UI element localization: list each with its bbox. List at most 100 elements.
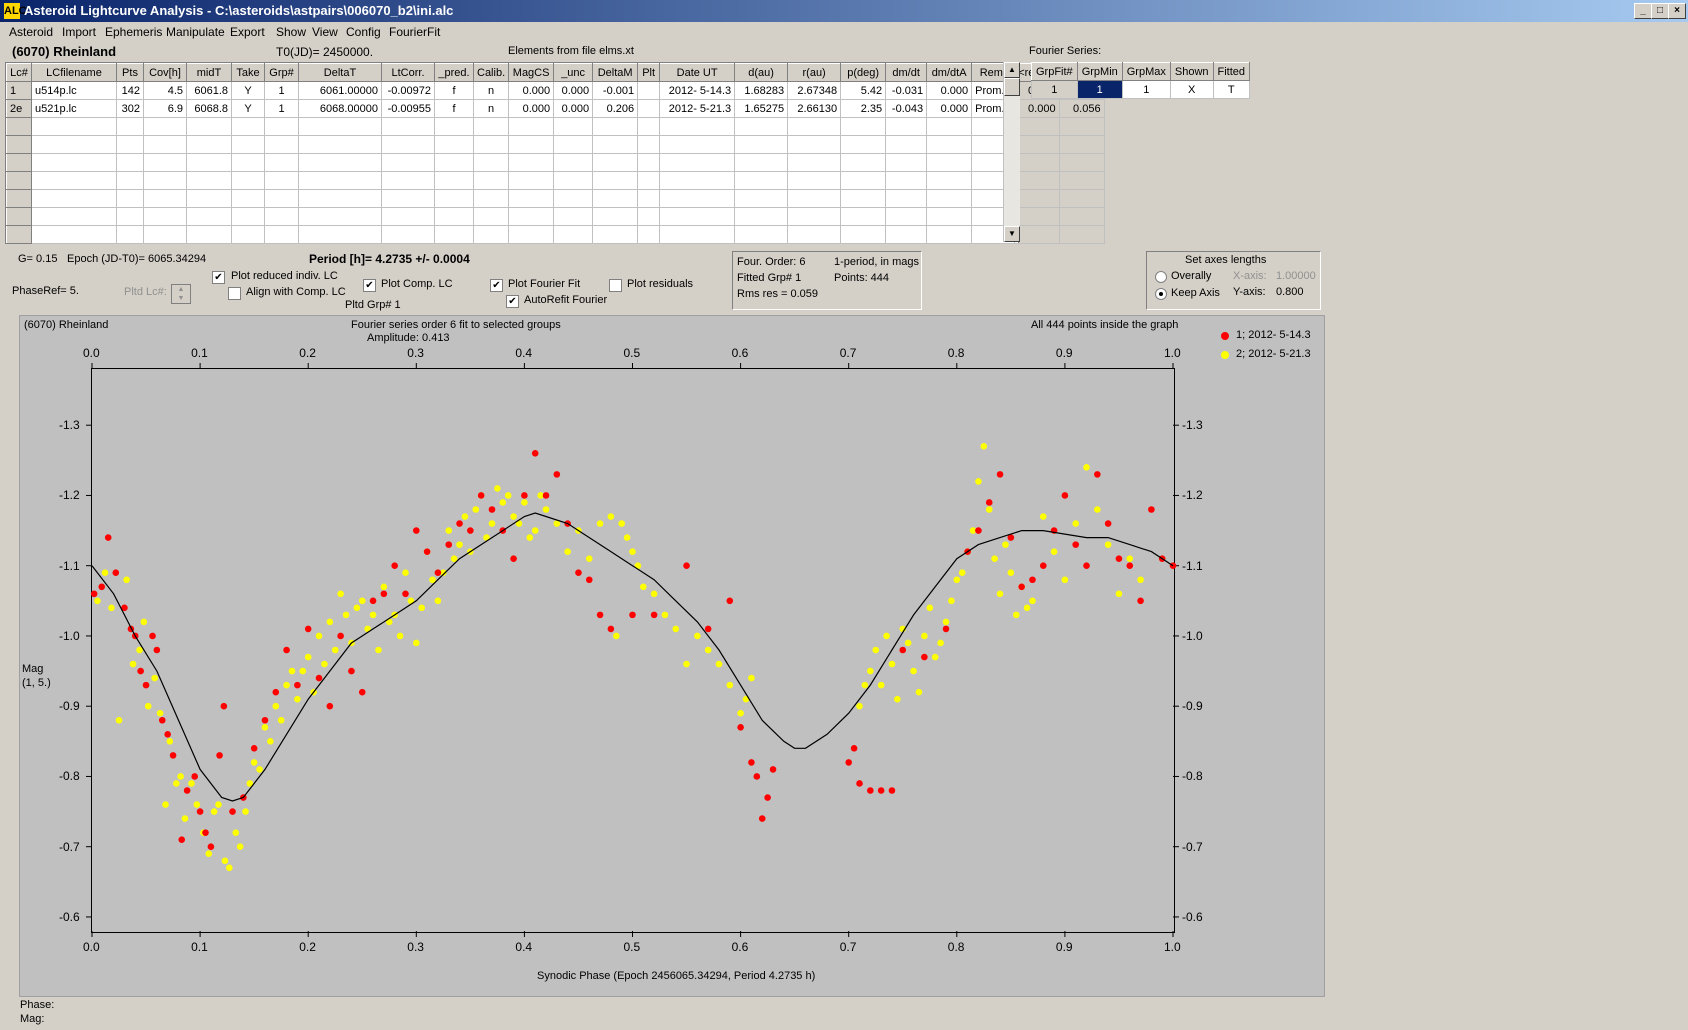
data-point-yellow [232,829,240,836]
table-row[interactable] [6,117,1105,136]
menu-asteroid[interactable]: Asteroid [9,25,54,39]
col-header[interactable]: _pred. [434,63,474,82]
col-header[interactable]: LtCorr. [381,63,435,82]
table-cell[interactable] [1058,225,1105,244]
menu-config[interactable]: Config [346,25,381,39]
row-header[interactable] [6,207,32,226]
fourier-col-header[interactable]: Fitted [1212,62,1251,81]
table-cell[interactable]: -0.00972 [381,81,435,100]
fourier-series-label: Fourier Series: [1029,45,1102,57]
fourier-col-header[interactable]: Shown [1169,62,1214,81]
table-row[interactable] [6,171,1105,190]
table-row[interactable] [6,189,1105,208]
data-point-yellow [634,562,642,569]
col-header[interactable]: d(au) [734,63,789,82]
table-cell[interactable]: 6068.8 [186,99,232,118]
table-cell[interactable]: 0.000 [926,81,973,100]
x-tick-label-top: 0.0 [83,346,100,360]
data-point-red [856,780,863,787]
table-row[interactable] [6,225,1105,244]
table-cell[interactable]: 2012- 5-14.3 [659,81,736,100]
y-tick-label-right: -1.1 [1182,558,1203,573]
table-cell[interactable]: u514p.lc [31,81,117,100]
table-row[interactable]: 1 u514p.lc 142 4.5 6061.8 Y 1 6061.00000 -0.0097… [6,81,1105,100]
data-point-red [1018,583,1025,591]
col-header[interactable]: p(deg) [840,63,887,82]
autorefit-checkbox[interactable]: ✔ [506,295,519,308]
fourier-cell[interactable]: 1 [1076,80,1123,99]
menu-fourierfit[interactable]: FourierFit [389,25,441,39]
table-cell[interactable]: 0.000 [926,99,973,118]
grid-scrollbar[interactable]: ▲ ▼ [1003,62,1020,242]
table-cell[interactable]: 1.68283 [734,81,789,100]
row-header[interactable]: 2e [6,99,32,118]
menu-view[interactable]: View [312,25,338,39]
menu-export[interactable]: Export [230,25,265,39]
plot-fourier-checkbox[interactable]: ✔ [490,279,503,292]
col-header[interactable]: MagCS [508,63,555,82]
data-point-yellow [942,618,950,626]
row-header[interactable] [6,225,32,244]
data-point-yellow [737,709,744,717]
keep-axis-label: Keep Axis [1171,287,1220,299]
row-header[interactable] [6,117,32,136]
xaxis-value[interactable]: 1.00000 [1276,270,1316,282]
col-header[interactable]: _unc [553,63,594,82]
scroll-down-icon[interactable]: ▼ [1004,226,1020,242]
row-header[interactable] [6,189,32,208]
plot-comp-checkbox[interactable]: ✔ [363,279,376,292]
keep-axis-radio[interactable] [1155,288,1167,300]
col-header[interactable]: Pts [116,63,144,82]
col-header[interactable]: LCfilename [31,63,117,82]
fourier-cell[interactable]: 1 [1031,80,1078,99]
data-point-yellow [937,639,944,647]
menu-ephemeris[interactable]: Ephemeris [105,25,163,39]
table-cell[interactable] [472,225,510,244]
data-point-yellow [299,667,307,675]
table-cell[interactable]: 1.65275 [734,99,789,118]
plot-subtitle: Fourier series order 6 fit to selected g… [351,319,561,331]
data-point-red [445,541,453,548]
data-point-red [1072,541,1080,548]
data-point-yellow [996,590,1004,598]
plot-residuals-checkbox[interactable] [609,279,622,292]
col-header[interactable]: dm/dt [885,63,928,82]
menu-manipulate[interactable]: Manipulate [166,25,225,39]
data-point-red [272,688,280,696]
fourier-cell[interactable]: X [1169,80,1214,99]
close-button[interactable]: × [1668,3,1686,19]
fourier-col-header[interactable]: GrpFit# [1031,62,1078,81]
plot-area[interactable] [91,368,1175,933]
fourier-cell[interactable]: T [1212,80,1251,99]
row-header[interactable]: 1 [6,81,32,100]
col-header[interactable]: dm/dtA [926,63,973,82]
yaxis-value[interactable]: 0.800 [1276,286,1304,298]
col-header[interactable]: DeltaT [298,63,382,82]
overally-radio[interactable] [1155,271,1167,283]
col-header[interactable]: DeltaM [592,63,639,82]
fourier-cell[interactable]: 1 [1121,80,1171,99]
data-point-yellow [261,723,269,731]
plot-reduced-checkbox[interactable]: ✔ [212,271,225,284]
menu-show[interactable]: Show [276,25,307,39]
scroll-up-icon[interactable]: ▲ [1004,62,1020,78]
maximize-button[interactable]: □ [1651,3,1669,19]
data-point-yellow [991,555,998,562]
table-row[interactable] [6,207,1105,226]
align-comp-checkbox[interactable] [228,287,241,300]
pltd-lc-spinner[interactable]: ▲ ▼ [171,284,191,304]
data-point-yellow [396,632,404,640]
table-cell[interactable]: 0.206 [592,99,639,118]
legend-marker-yellow [1221,351,1229,359]
table-row[interactable] [6,153,1105,172]
data-point-yellow [277,716,285,724]
table-cell[interactable]: 0.000 [508,99,555,118]
scroll-thumb[interactable] [1004,78,1020,96]
x-tick-label-bottom: 0.0 [83,940,100,954]
table-cell[interactable]: 0.000 [1013,99,1060,118]
menu-import[interactable]: Import [62,25,97,39]
lightcurve-grid[interactable]: Lc# LCfilename Pts Cov[h] midT Take Grp# DeltaT… [5,62,1105,244]
data-point-yellow [980,442,988,450]
col-header[interactable]: Date UT [659,63,736,82]
